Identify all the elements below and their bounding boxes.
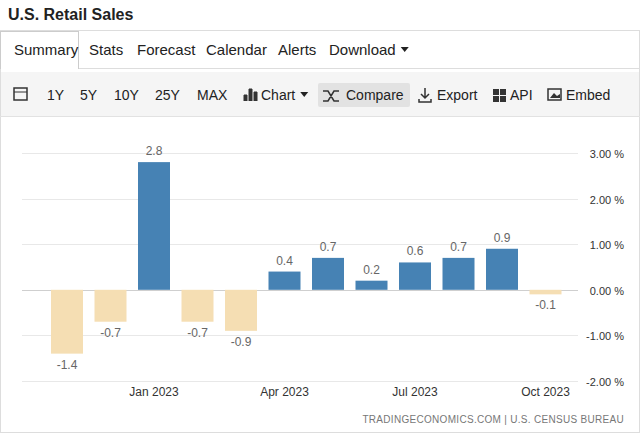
data-label: 0.2 [363,263,380,277]
bar [486,249,518,290]
toolbar-button[interactable]: API [510,87,533,103]
bar [182,290,214,322]
page: U.S. Retail Sales Summary Stats Forecast Cal… [0,0,640,433]
tab[interactable]: Calendar [206,41,267,58]
y-tick-label: 1.00 % [590,239,624,251]
data-label: 0.4 [276,254,293,268]
bar [356,281,388,290]
y-tick-label: -2.00 % [586,376,624,388]
grid-line [22,199,578,200]
x-tick-label: Jul 2023 [392,385,438,399]
caret-icon [300,92,308,97]
compare-highlight [318,83,410,107]
data-label: 0.7 [450,240,467,254]
bars [51,162,562,354]
tab[interactable]: Forecast [137,41,196,58]
grid-line [22,381,578,382]
tab[interactable]: Summary [14,41,79,58]
x-tick-label: Apr 2023 [260,385,309,399]
toolbar-button[interactable]: Export [437,87,478,103]
toolbar-bg [1,72,639,116]
data-label: 0.7 [320,240,337,254]
calendar-icon [14,92,27,93]
toolbar-button[interactable]: Compare [346,87,404,103]
bar [399,262,431,289]
toolbar-rule [0,116,640,117]
api-icon [493,96,499,102]
tab-selected-gap [1,66,78,70]
toolbar-button[interactable]: Embed [566,87,610,103]
tab[interactable]: Download [329,41,396,58]
x-tick-label: Oct 2023 [521,385,570,399]
api-icon [500,89,506,95]
y-tick-label: 3.00 % [590,148,624,160]
toolbar-button[interactable]: 10Y [114,87,140,103]
bar [312,258,344,290]
data-label: -0.1 [535,298,556,312]
compare-icon [323,91,339,101]
data-label: -0.7 [187,326,208,340]
calendar-icon [14,88,27,100]
bar [51,290,83,354]
data-label: 0.9 [494,231,511,245]
y-tick-label: 2.00 % [590,194,624,206]
caret-icon [401,47,409,52]
chart-icon [244,89,257,101]
x-tick-label: Jan 2023 [129,385,179,399]
grid-line [22,153,578,154]
bar [530,290,562,295]
api-icon [500,96,506,102]
data-label: -0.7 [100,326,121,340]
background [0,0,640,433]
export-icon [419,88,431,102]
bar [138,162,170,290]
bar [443,258,475,290]
toolbar-button[interactable]: MAX [197,87,228,103]
toolbar-button[interactable]: 25Y [155,87,181,103]
bar [95,290,127,322]
y-tick-label: -1.00 % [586,330,624,342]
api-icon [493,89,499,95]
toolbar-button[interactable]: 5Y [80,87,98,103]
bar [269,272,301,290]
data-label: 0.6 [407,244,424,258]
title: U.S. Retail Sales [8,6,133,23]
source: TRADINGECONOMICS.COM | U.S. CENSUS BUREA… [362,414,624,425]
embed-icon [550,93,560,98]
bar [225,290,257,331]
frame [1,31,640,433]
y-tick-label: 0.00 % [590,285,624,297]
embed-icon [548,89,561,100]
data-label: -0.9 [231,335,252,349]
data-label: 2.8 [146,144,163,158]
data-label: -1.4 [57,358,78,372]
toolbar-button[interactable]: Chart [261,87,295,103]
toolbar-button[interactable]: 1Y [47,87,65,103]
tab[interactable]: Stats [89,41,123,58]
tab-selected-box [1,32,79,69]
tab[interactable]: Alerts [278,41,316,58]
tab-rule [0,68,640,69]
